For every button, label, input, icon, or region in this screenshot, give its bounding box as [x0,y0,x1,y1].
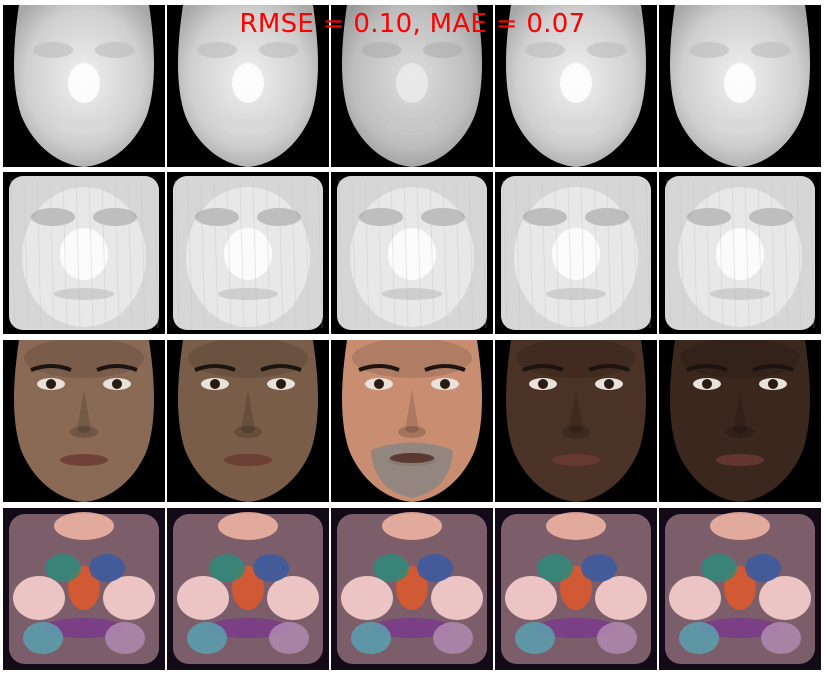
rgb-photo-image [670,340,810,502]
depth-predicted-image [337,176,487,330]
normal-map-predicted-image [167,508,329,670]
depth-ground-truth-image [331,5,493,167]
normal-map-predicted-image [3,508,165,670]
depth-predicted-image [173,176,323,330]
depth-predicted-tile [659,172,821,334]
depth-ground-truth-image [178,5,318,167]
normal-map-predicted-tile [3,508,165,670]
normal-map-predicted-image [495,508,657,670]
depth-predicted-image [501,176,651,330]
rgb-photo-tile [659,340,821,502]
depth-predicted-tile [331,172,493,334]
rgb-photo-image [342,340,482,502]
rgb-photo-tile [167,340,329,502]
normal-map-predicted-tile [659,508,821,670]
depth-ground-truth-tile [3,5,165,167]
depth-ground-truth-tile [495,5,657,167]
rgb-photo-image [178,340,318,502]
depth-ground-truth-image [14,5,154,167]
normal-map-predicted-tile [167,508,329,670]
depth-predicted-tile [3,172,165,334]
rgb-photo-tile [3,340,165,502]
depth-ground-truth-image [506,5,646,167]
rgb-photo-tile [331,340,493,502]
normal-map-predicted-image [659,508,821,670]
depth-predicted-image [9,176,159,330]
rgb-photo-image [506,340,646,502]
rgb-photo-tile [495,340,657,502]
normal-map-predicted-tile [495,508,657,670]
depth-ground-truth-tile [167,5,329,167]
depth-predicted-tile [495,172,657,334]
rgb-photo-image [14,340,154,502]
depth-ground-truth-image [670,5,810,167]
normal-map-predicted-tile [331,508,493,670]
normal-map-predicted-image [331,508,493,670]
depth-predicted-image [665,176,815,330]
depth-ground-truth-tile [659,5,821,167]
depth-ground-truth-tile [331,5,493,167]
depth-predicted-tile [167,172,329,334]
